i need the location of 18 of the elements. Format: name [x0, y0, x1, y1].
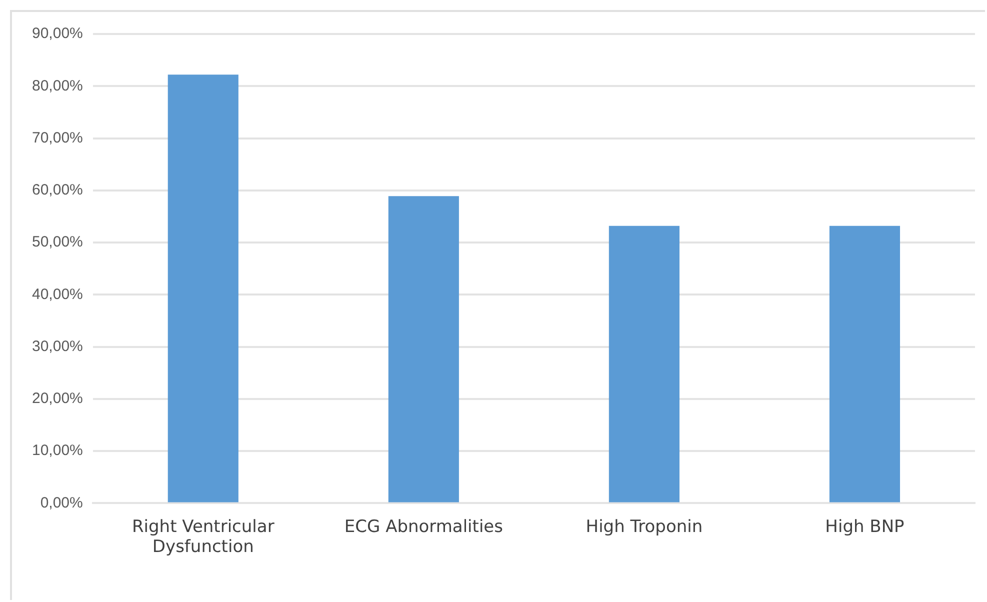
y-tick-label: 20,00%: [32, 390, 83, 408]
x-tick-label: Right Ventricular Dysfunction: [132, 516, 274, 558]
x-tick-label: High Troponin: [586, 516, 703, 537]
y-tick-label: 50,00%: [32, 234, 83, 251]
bar: [608, 226, 680, 502]
y-tick-label: 80,00%: [32, 77, 83, 94]
x-tick-label: ECG Abnormalities: [344, 516, 504, 537]
bar: [388, 196, 459, 502]
y-tick-label: 10,00%: [32, 442, 83, 460]
y-tick-label: 0,00%: [40, 494, 83, 512]
y-tick-label: 90,00%: [32, 25, 83, 42]
bar: [829, 226, 900, 502]
y-tick-label: 40,00%: [32, 286, 83, 303]
y-tick-label: 60,00%: [32, 182, 83, 199]
bar: [168, 74, 238, 502]
y-tick-label: 30,00%: [32, 338, 83, 355]
y-tick-label: 70,00%: [32, 129, 83, 146]
x-tick-label: High BNP: [825, 516, 904, 537]
